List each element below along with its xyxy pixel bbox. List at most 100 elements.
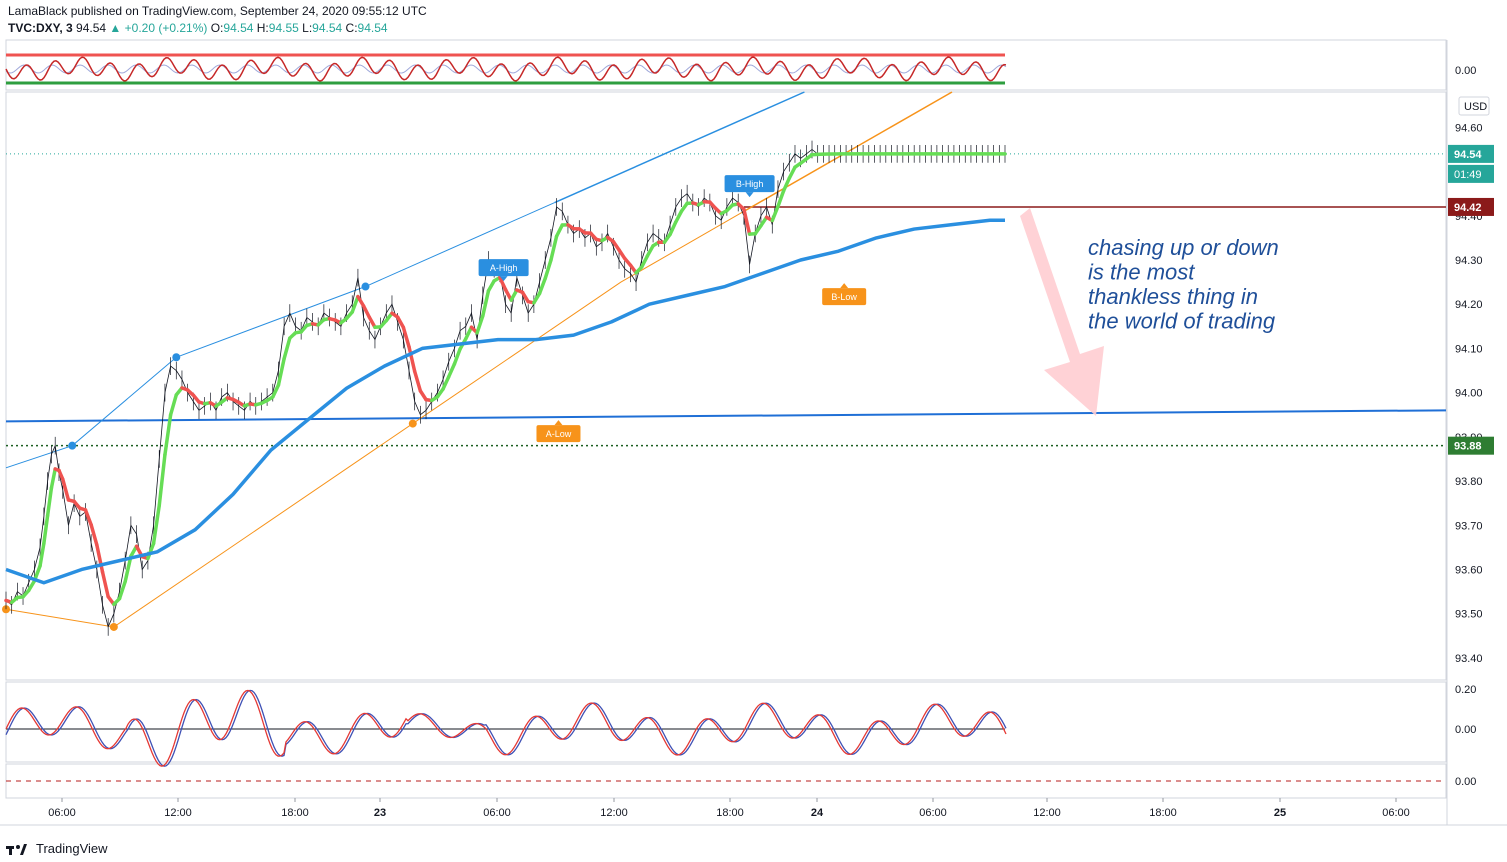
bottom-panel: 0.00 [6,776,1476,788]
trend-blue-extension [554,91,805,204]
ema-segment [89,523,99,547]
support-line [5,409,1447,423]
ema-segment [146,541,156,561]
close-value: 94.54 [357,21,388,35]
b-high-marker-pointer [745,192,754,198]
symbol[interactable]: TVC:DXY, 3 [8,21,73,35]
price-ytick: 94.20 [1455,299,1483,311]
low-value: 94.54 [312,21,343,35]
ema-segment [509,288,519,302]
time-label: 12:00 [1033,807,1061,819]
currency-label: USD [1464,101,1487,113]
ema-segment [486,279,496,293]
price-ytick: 94.00 [1455,388,1483,400]
ema-segment [83,508,93,527]
ema-segment [475,314,485,335]
tradingview-logo[interactable]: TradingView [6,841,108,856]
countdown-bg [1448,164,1494,183]
published-line: LamaBlack published on TradingView.com, … [8,4,427,18]
price-ytick: 93.60 [1455,564,1483,576]
resistance-price-label: 94.42 [1454,202,1482,214]
ema-segment [282,336,292,361]
ema-segment [446,362,457,379]
ema-segment [117,579,127,601]
ema-segment [554,223,565,238]
last-price: 94.54 [76,21,107,35]
ema-segment [395,315,406,329]
annotation-line: the world of trading [1088,309,1276,334]
down-arrow-icon [1020,208,1104,416]
momentum-line [5,689,1007,767]
ema-segment [481,289,491,318]
ema-segment [356,294,366,308]
trend-orange-pivot [408,419,417,428]
b-low-marker-pointer [840,283,849,289]
ema-segment [770,204,780,223]
ema-segment [498,275,508,292]
ema-segment [452,347,462,366]
price-line [5,148,1005,629]
price-panel: 94.6094.5094.4094.3094.2094.1094.0093.90… [2,91,1494,665]
countdown-label: 01:49 [1454,169,1482,181]
ema-segment [532,291,542,305]
change: +0.20 (+0.21%) [124,21,208,35]
ema-segment [537,276,547,296]
tradingview-brand: TradingView [36,841,108,856]
b-high-marker-box [724,175,775,193]
trend-blue-pivot [68,441,77,450]
change-arrow-icon: ▲ [109,21,122,35]
time-label: 18:00 [281,807,309,819]
time-label: 24 [811,807,824,819]
b-low-marker-box [822,288,867,306]
ema-segment [441,374,451,391]
trend-orange-pivot [109,622,118,631]
panel-border [5,91,1447,681]
ema-segment [45,486,54,518]
annotation-line: is the most [1088,260,1195,285]
annotation-line: chasing up or down [1088,235,1279,260]
bottom-ytick: 0.00 [1455,776,1476,788]
support-price-label-bg [1448,436,1494,455]
ema-segment [361,304,372,319]
b-low-marker-text: B-Low [831,292,857,302]
ema-segment [163,413,173,457]
ema-segment [639,254,650,269]
time-label: 06:00 [1382,807,1410,819]
momentum-ytick: 0.00 [1455,724,1476,736]
last-price-label: 94.54 [1454,149,1482,161]
ema-segment [38,541,46,568]
ema-segment [367,315,377,329]
b-high-marker-text: B-High [736,179,764,189]
ema-segment [464,325,474,341]
time-label: 06:00 [483,807,511,819]
ema-segment [742,207,752,236]
time-label: 23 [374,807,386,819]
ema-segment [26,579,37,593]
ema-segment [543,258,553,281]
support-price-label: 93.88 [1454,441,1482,453]
time-label: 18:00 [716,807,744,819]
time-label: 12:00 [600,807,628,819]
oscillator-line [5,56,1007,82]
ema-segment [42,513,50,546]
ema-segment [776,189,786,209]
ema-segment [645,244,655,258]
top-ytick: 0.00 [1455,65,1476,77]
time-label: 25 [1274,807,1286,819]
price-ytick: 94.60 [1455,122,1483,134]
ema-segment [412,369,423,393]
moving-average-line [5,218,1005,585]
a-high-marker-box [478,259,529,277]
price-ytick: 94.30 [1455,255,1483,267]
trend-blue-pivot [361,282,370,291]
ema-segment [350,294,360,314]
tradingview-logo-icon [6,843,27,855]
a-high-marker-pointer [499,276,508,282]
time-label: 06:00 [48,807,76,819]
ema-segment [520,290,530,304]
ema-segment [271,383,281,399]
a-high-marker: A-High [478,259,529,282]
ema-segment [781,176,792,193]
